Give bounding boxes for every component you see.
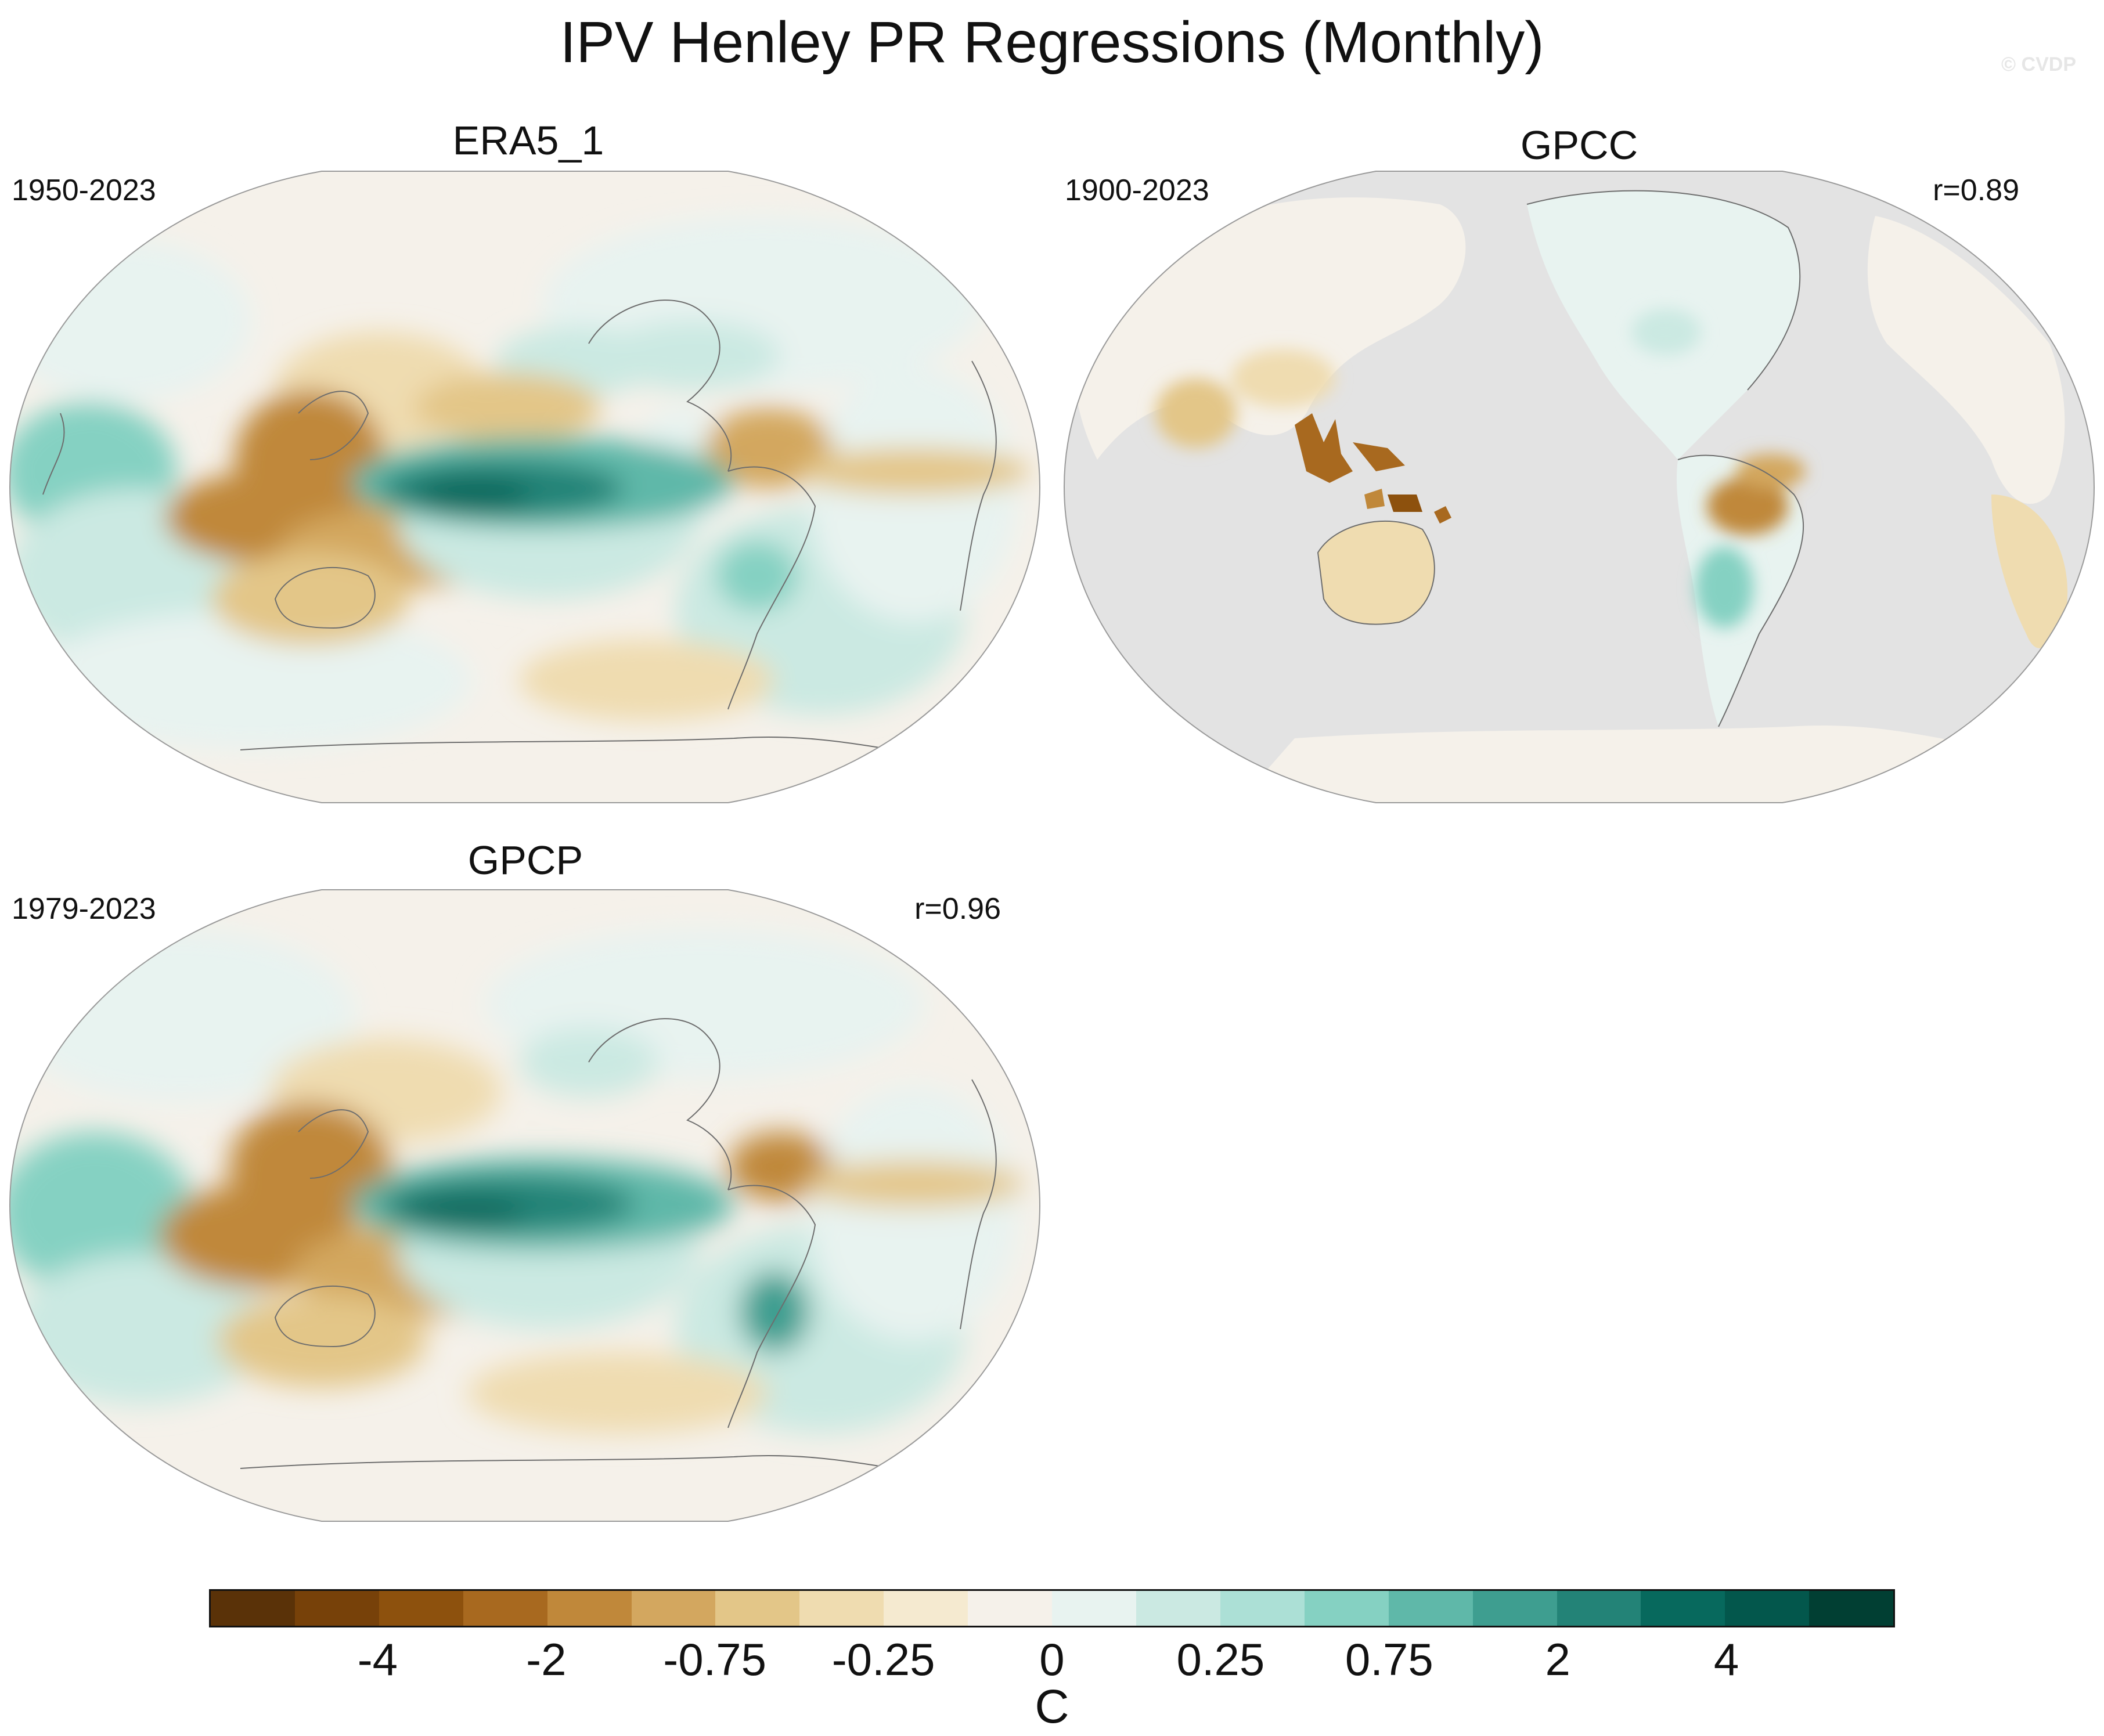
colorbar-tick-label: 0.25 (1176, 1634, 1265, 1685)
colorbar-units-label: C (1035, 1680, 1069, 1733)
cvdp-watermark: © CVDP (2001, 53, 2076, 75)
colorbar-swatch (799, 1591, 884, 1626)
panel-period-gpcp: 1979-2023 (12, 892, 156, 926)
colorbar-swatch (715, 1591, 800, 1626)
colorbar-tick-label: 2 (1545, 1634, 1570, 1685)
colorbar-tick-label: 0 (1039, 1634, 1065, 1685)
colorbar-swatch (884, 1591, 968, 1626)
colorbar-swatch (631, 1591, 716, 1626)
panel-correlation-gpcp: r=0.96 (914, 892, 1001, 926)
colorbar-swatch (1641, 1591, 1725, 1626)
colorbar-swatch (379, 1591, 463, 1626)
figure-title: IPV Henley PR Regressions (Monthly) (560, 10, 1544, 75)
colorbar-swatch (294, 1591, 379, 1626)
colorbar-swatch (1388, 1591, 1473, 1626)
panel-correlation-gpcc: r=0.89 (1933, 174, 2019, 207)
colorbar (209, 1589, 1895, 1627)
panel-period-gpcc: 1900-2023 (1065, 174, 1209, 207)
colorbar-tick-label: 0.75 (1345, 1634, 1433, 1685)
colorbar-tick-label: -2 (526, 1634, 567, 1685)
colorbar-swatch (463, 1591, 547, 1626)
panel-period-era5: 1950-2023 (12, 174, 156, 207)
panel-title-gpcp: GPCP (467, 838, 583, 883)
colorbar-swatch (547, 1591, 632, 1626)
panel-title-era5: ERA5_1 (452, 118, 604, 163)
map-panel-era5 (9, 171, 1041, 803)
colorbar-swatch (1304, 1591, 1389, 1626)
colorbar-swatch (1136, 1591, 1220, 1626)
colorbar-swatch (211, 1591, 295, 1626)
colorbar-swatch (1472, 1591, 1557, 1626)
colorbar-tick-label: -0.25 (831, 1634, 935, 1685)
colorbar-tick-label: -0.75 (663, 1634, 767, 1685)
panel-title-gpcc: GPCC (1520, 122, 1638, 168)
colorbar-swatch (1557, 1591, 1641, 1626)
map-panel-gpcc (1063, 171, 2095, 803)
map-panel-gpcp (9, 889, 1041, 1522)
colorbar-tick-label: -4 (357, 1634, 398, 1685)
colorbar-swatch (968, 1591, 1053, 1626)
colorbar-swatch (1220, 1591, 1305, 1626)
colorbar-swatch (1052, 1591, 1136, 1626)
colorbar-swatch (1725, 1591, 1810, 1626)
colorbar-tick-label: 4 (1713, 1634, 1739, 1685)
colorbar-swatch (1809, 1591, 1894, 1626)
